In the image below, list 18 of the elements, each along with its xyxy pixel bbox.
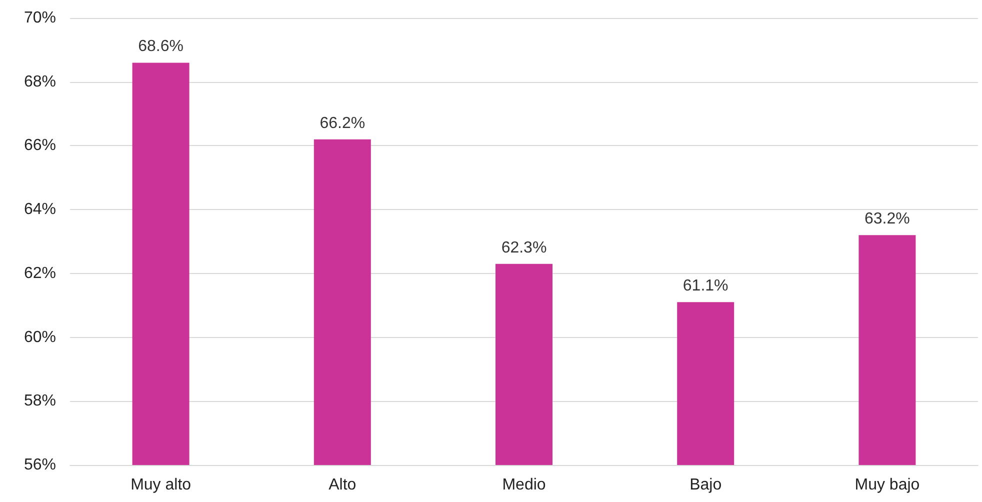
x-tick-label: Alto [328, 476, 356, 494]
y-tick-label: 58% [24, 392, 56, 410]
y-tick-label: 60% [24, 328, 56, 346]
y-tick-label: 70% [24, 10, 56, 26]
x-tick-label: Muy alto [130, 476, 192, 494]
x-tick-label: Bajo [690, 476, 722, 494]
x-tick-label: Muy bajo [854, 476, 920, 494]
y-tick-label: 56% [24, 456, 56, 474]
data-label: 66.2% [320, 114, 366, 132]
data-label: 62.3% [501, 239, 547, 256]
y-tick-label: 68% [24, 73, 56, 90]
y-tick-label: 62% [24, 264, 56, 282]
data-label: 63.2% [864, 210, 910, 228]
data-label: 61.1% [682, 278, 728, 295]
x-tick-label: Medio [502, 476, 546, 494]
y-tick-label: 66% [24, 137, 56, 154]
y-tick-label: 64% [24, 201, 56, 218]
data-label: 68.6% [138, 38, 184, 56]
